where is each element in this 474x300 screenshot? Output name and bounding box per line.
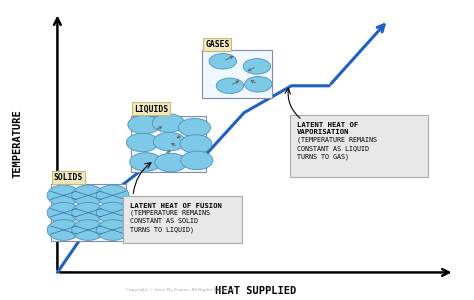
Ellipse shape	[72, 220, 104, 240]
Text: TEMPERATURE: TEMPERATURE	[12, 110, 22, 178]
Ellipse shape	[96, 202, 129, 223]
Text: (TEMPERATURE REMAINS
CONSTANT AS SOLID
TURNS TO LIQUID): (TEMPERATURE REMAINS CONSTANT AS SOLID T…	[130, 210, 210, 233]
Ellipse shape	[181, 151, 213, 170]
Ellipse shape	[72, 202, 104, 223]
Ellipse shape	[243, 58, 271, 74]
Ellipse shape	[72, 185, 104, 206]
Ellipse shape	[216, 78, 244, 94]
FancyBboxPatch shape	[123, 196, 242, 243]
Ellipse shape	[130, 153, 162, 171]
Ellipse shape	[245, 76, 272, 92]
Text: GASES: GASES	[205, 40, 229, 49]
Text: LATENT HEAT OF FUSION: LATENT HEAT OF FUSION	[130, 203, 221, 209]
Ellipse shape	[154, 132, 185, 151]
Ellipse shape	[127, 133, 158, 152]
Ellipse shape	[178, 118, 210, 137]
Text: HEAT SUPPLIED: HEAT SUPPLIED	[215, 286, 297, 296]
Ellipse shape	[180, 135, 212, 153]
Ellipse shape	[128, 116, 160, 134]
Text: (TEMPERATURE REMAINS
CONSTANT AS LIQUID
TURNS TO GAS): (TEMPERATURE REMAINS CONSTANT AS LIQUID …	[297, 136, 376, 160]
Ellipse shape	[96, 185, 129, 206]
Text: Copyright © Save My Exams. All Rights Reserved.: Copyright © Save My Exams. All Rights Re…	[126, 288, 235, 292]
FancyBboxPatch shape	[131, 116, 206, 172]
Ellipse shape	[96, 220, 129, 240]
Ellipse shape	[153, 114, 184, 132]
Ellipse shape	[47, 185, 80, 206]
Text: LATENT HEAT OF
VAPORISATION: LATENT HEAT OF VAPORISATION	[297, 122, 358, 135]
Ellipse shape	[155, 153, 187, 172]
Text: SOLIDS: SOLIDS	[54, 173, 83, 182]
Text: LIQUIDS: LIQUIDS	[134, 104, 168, 113]
Ellipse shape	[209, 53, 237, 69]
Ellipse shape	[47, 202, 80, 223]
Ellipse shape	[47, 220, 80, 240]
FancyBboxPatch shape	[290, 116, 428, 177]
FancyBboxPatch shape	[202, 50, 272, 98]
FancyBboxPatch shape	[51, 184, 126, 241]
